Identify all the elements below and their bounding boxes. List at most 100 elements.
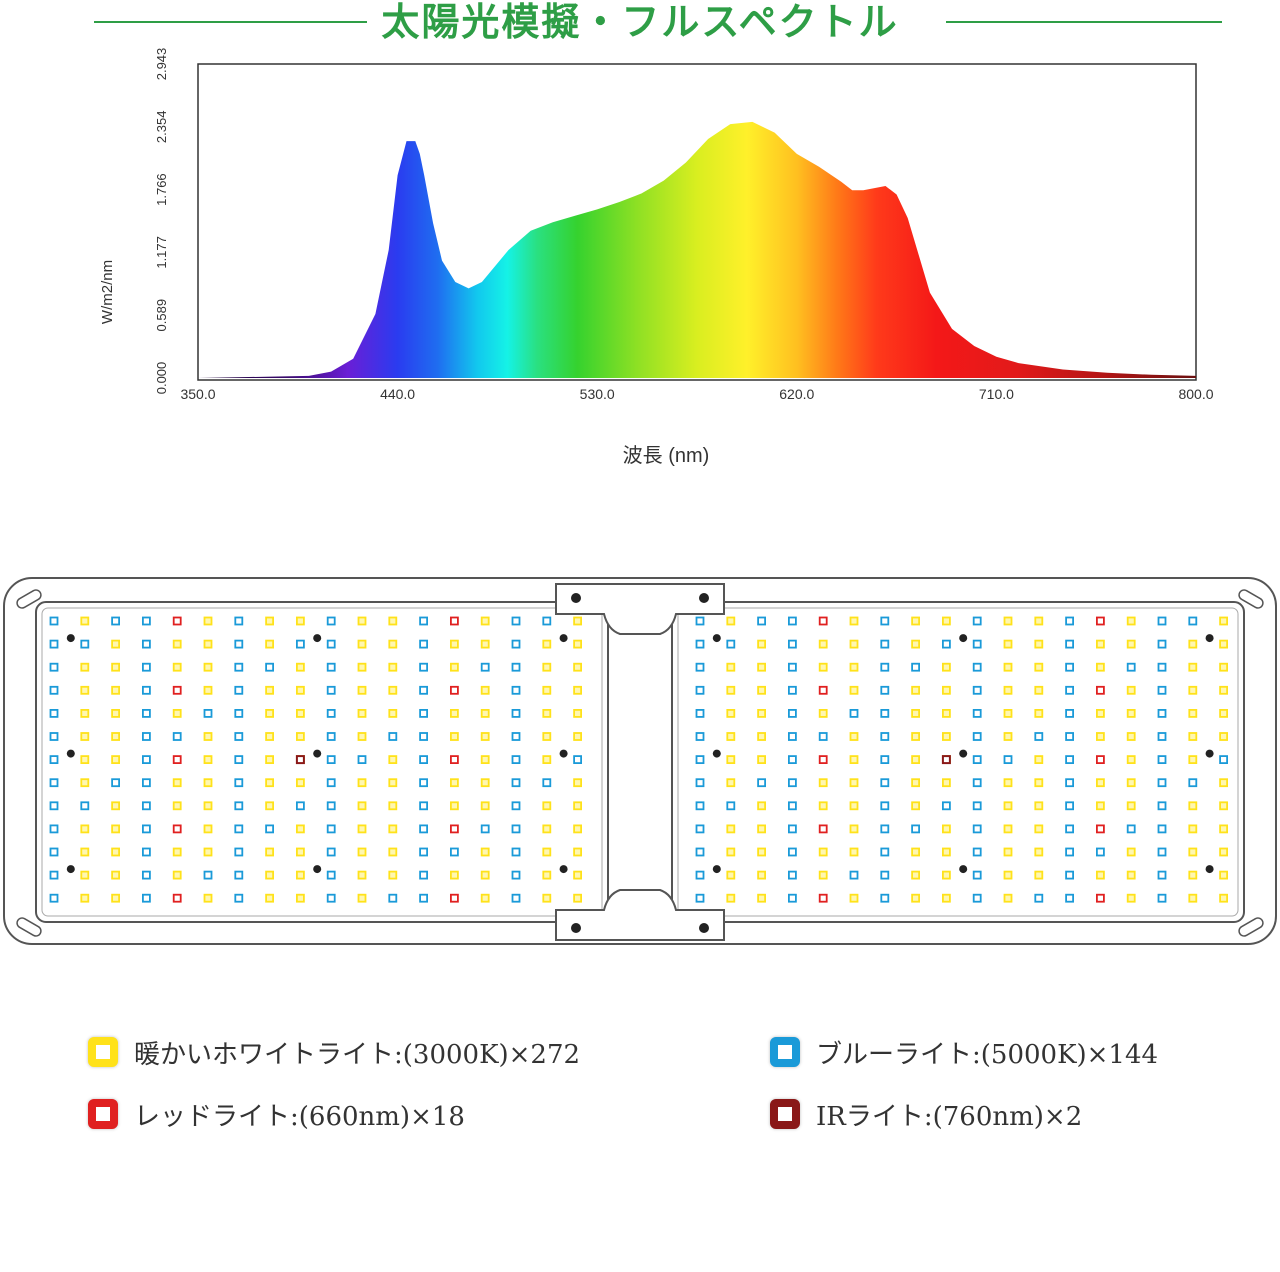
led-chip-blue	[511, 870, 521, 880]
led-chip-warm	[1188, 847, 1198, 857]
led-chip-warm	[265, 801, 275, 811]
title-bar: 太陽光模擬・フルスペクトル	[0, 0, 1280, 50]
led-chip-blue	[49, 824, 59, 834]
led-chip-warm	[203, 755, 213, 765]
led-chip-warm	[573, 616, 582, 626]
led-chip-warm	[80, 616, 90, 626]
led-chip-warm	[573, 662, 582, 672]
led-chip-warm	[542, 801, 552, 811]
led-chip-blue	[972, 732, 982, 741]
led-chip-blue	[80, 639, 90, 649]
led-chip-warm	[942, 685, 951, 695]
led-chip-blue	[419, 801, 429, 811]
led-chip-warm	[388, 639, 398, 649]
led-chip-blue	[695, 639, 705, 649]
legend-item-ir: IRライト:(760nm)×2	[770, 1091, 1082, 1137]
led-chip-warm	[295, 708, 305, 718]
led-chip-warm	[480, 732, 490, 741]
led-chip-warm	[172, 639, 182, 649]
led-chip-blue	[511, 639, 521, 649]
ir-swatch	[770, 1099, 800, 1129]
led-chip-warm	[172, 662, 182, 672]
legend-item-blue: ブルーライト:(5000K)×144	[770, 1029, 1158, 1075]
led-chip-warm	[388, 685, 398, 695]
led-chip-red	[818, 893, 828, 903]
led-chip-warm	[573, 732, 582, 741]
led-chip-warm	[1188, 685, 1198, 695]
led-chip-blue	[511, 893, 521, 903]
led-chip-blue	[49, 616, 59, 626]
led-chip-blue	[234, 662, 244, 672]
x-tick-label: 620.0	[779, 386, 814, 402]
led-chip-warm	[1126, 685, 1136, 695]
led-chip-warm	[1003, 616, 1013, 626]
led-chip-blue	[972, 870, 982, 880]
led-chip-red	[818, 685, 828, 695]
led-chip-warm	[265, 870, 275, 880]
led-chip-blue	[234, 708, 244, 718]
led-chip-red	[818, 616, 828, 626]
led-chip-blue	[419, 685, 429, 695]
led-chip-warm	[388, 801, 398, 811]
led-chip-warm	[480, 801, 490, 811]
led-chip-warm	[1188, 801, 1198, 811]
led-chip-warm	[757, 824, 766, 834]
led-chip-blue	[880, 801, 890, 811]
board-left-inner	[41, 607, 603, 917]
led-chip-blue	[111, 616, 120, 626]
led-chip-warm	[1219, 685, 1228, 695]
led-chip-warm	[203, 893, 213, 903]
led-chip-warm	[849, 732, 859, 741]
mount-screw	[559, 865, 568, 874]
led-chip-blue	[972, 708, 982, 718]
led-chip-warm	[726, 732, 736, 741]
led-chip-warm	[1126, 778, 1136, 788]
led-chip-warm	[1126, 708, 1136, 718]
mount-screw	[559, 634, 568, 643]
led-chip-warm	[1219, 616, 1228, 626]
led-chip-warm	[573, 639, 582, 649]
led-chip-blue	[788, 639, 797, 649]
title-rule-left	[94, 21, 374, 23]
led-chip-warm	[295, 870, 305, 880]
led-chip-blue	[880, 616, 890, 626]
led-chip-warm	[1188, 708, 1198, 718]
led-chip-blue	[1157, 708, 1167, 718]
led-chip-warm	[357, 801, 367, 811]
led-chip-blue	[419, 732, 429, 741]
led-chip-blue	[295, 639, 305, 649]
led-chip-warm	[265, 639, 275, 649]
led-chip-red	[1096, 616, 1105, 626]
led-chip-blue	[419, 755, 429, 765]
led-chip-warm	[449, 708, 459, 718]
led-chip-warm	[573, 778, 582, 788]
led-chip-blue	[972, 685, 982, 695]
led-chip-warm	[1003, 847, 1013, 857]
led-chip-warm	[1219, 801, 1228, 811]
led-chip-blue	[788, 801, 797, 811]
led-chip-warm	[203, 685, 213, 695]
top-bracket	[555, 583, 725, 635]
led-chip-warm	[757, 685, 766, 695]
led-chip-warm	[1126, 893, 1136, 903]
hanging-slot	[1238, 589, 1264, 609]
led-chip-warm	[818, 801, 828, 811]
led-chip-warm	[388, 847, 398, 857]
led-chip-warm	[357, 847, 367, 857]
y-tick-label: 1.766	[154, 173, 169, 206]
led-chip-blue	[141, 755, 151, 765]
led-chip-warm	[911, 755, 920, 765]
led-chip-blue	[695, 616, 705, 626]
led-chip-blue	[419, 824, 429, 834]
led-chip-blue	[49, 732, 59, 741]
led-chip-warm	[757, 801, 766, 811]
led-chip-blue	[911, 662, 920, 672]
led-chip-warm	[1188, 870, 1198, 880]
led-chip-warm	[449, 732, 459, 741]
led-chip-warm	[911, 893, 920, 903]
led-chip-warm	[357, 708, 367, 718]
led-chip-warm	[1126, 616, 1136, 626]
led-chip-warm	[265, 893, 275, 903]
led-chip-warm	[1034, 708, 1044, 718]
spectrum-chart: 350.0 440.0 530.0 620.0 710.0 800.0 0.000 0.58…	[99, 48, 1214, 467]
